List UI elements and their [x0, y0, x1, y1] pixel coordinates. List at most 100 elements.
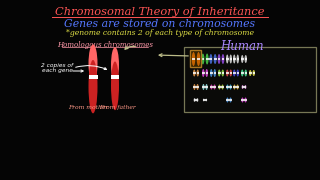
Text: From father: From father [99, 105, 135, 110]
Bar [244, 58, 247, 60]
Bar [206, 58, 209, 60]
Ellipse shape [196, 69, 199, 76]
Ellipse shape [214, 54, 217, 64]
Ellipse shape [233, 55, 236, 64]
Bar [192, 58, 195, 60]
Ellipse shape [111, 47, 119, 82]
Ellipse shape [233, 84, 236, 89]
Bar [197, 58, 200, 60]
Bar [193, 86, 196, 88]
Bar [244, 86, 246, 88]
Bar [196, 86, 199, 88]
Bar [184, 47, 316, 112]
Bar [210, 72, 212, 74]
Bar [242, 86, 244, 88]
Bar [190, 50, 201, 67]
Ellipse shape [249, 70, 252, 76]
Ellipse shape [229, 69, 232, 76]
Ellipse shape [202, 69, 204, 77]
Text: From mother: From mother [68, 105, 108, 110]
Ellipse shape [218, 69, 220, 76]
Ellipse shape [218, 54, 220, 64]
Ellipse shape [226, 69, 228, 76]
Ellipse shape [202, 84, 204, 90]
Bar [192, 58, 195, 60]
Ellipse shape [229, 98, 232, 102]
Text: Human: Human [220, 40, 264, 53]
Ellipse shape [241, 69, 244, 76]
Ellipse shape [111, 61, 119, 110]
Ellipse shape [193, 69, 196, 76]
Ellipse shape [229, 55, 232, 64]
Bar [241, 72, 244, 74]
Ellipse shape [89, 60, 98, 113]
Ellipse shape [210, 84, 212, 89]
Bar [205, 86, 208, 88]
Bar [221, 72, 224, 74]
Ellipse shape [205, 69, 208, 77]
Bar [226, 58, 228, 60]
Bar [197, 58, 200, 60]
Bar [111, 75, 119, 79]
Ellipse shape [210, 69, 212, 77]
Bar [196, 99, 198, 101]
Ellipse shape [252, 70, 255, 76]
Ellipse shape [197, 52, 200, 66]
Bar [221, 58, 224, 60]
Bar [241, 58, 244, 60]
Bar [249, 72, 252, 74]
Ellipse shape [192, 52, 195, 66]
Bar [209, 58, 212, 60]
Bar [229, 99, 232, 101]
Bar [205, 72, 208, 74]
Ellipse shape [233, 69, 236, 76]
Bar [194, 99, 196, 101]
Bar [203, 99, 205, 101]
Bar [236, 58, 239, 60]
Bar [213, 86, 216, 88]
Ellipse shape [236, 84, 239, 89]
Text: *genome contains 2 of each type of chromosome: *genome contains 2 of each type of chrom… [66, 29, 254, 37]
Ellipse shape [213, 84, 216, 89]
Bar [89, 75, 98, 79]
Bar [229, 58, 232, 60]
Text: Chromosomal Theory of Inheritance: Chromosomal Theory of Inheritance [55, 7, 265, 17]
Bar [218, 86, 220, 88]
Bar [202, 86, 204, 88]
Ellipse shape [244, 85, 246, 89]
Ellipse shape [226, 84, 228, 89]
Ellipse shape [206, 53, 209, 64]
Ellipse shape [205, 84, 208, 90]
Bar [221, 86, 224, 88]
Ellipse shape [241, 55, 244, 63]
Bar [202, 72, 204, 74]
Ellipse shape [213, 69, 216, 77]
Bar [233, 58, 236, 60]
Bar [205, 99, 207, 101]
Bar [210, 86, 212, 88]
Bar [196, 72, 199, 74]
Ellipse shape [193, 84, 196, 90]
Bar [226, 86, 228, 88]
Bar [233, 86, 236, 88]
Text: Genes are stored on chromosomes: Genes are stored on chromosomes [64, 19, 256, 29]
Ellipse shape [196, 98, 198, 102]
Bar [241, 99, 244, 101]
Ellipse shape [196, 84, 199, 90]
Ellipse shape [192, 52, 195, 66]
Ellipse shape [244, 55, 247, 63]
Bar [214, 58, 217, 60]
Bar [236, 86, 239, 88]
Ellipse shape [242, 85, 244, 89]
Ellipse shape [209, 54, 212, 64]
Text: Homologous chromosomes: Homologous chromosomes [57, 41, 153, 49]
Text: 2 copies of
each gene: 2 copies of each gene [41, 63, 73, 73]
Ellipse shape [229, 84, 232, 89]
Bar [236, 72, 239, 74]
Bar [201, 58, 204, 60]
Ellipse shape [194, 98, 196, 102]
Ellipse shape [221, 69, 224, 76]
Ellipse shape [236, 69, 239, 76]
Ellipse shape [244, 98, 247, 102]
Ellipse shape [218, 84, 220, 89]
